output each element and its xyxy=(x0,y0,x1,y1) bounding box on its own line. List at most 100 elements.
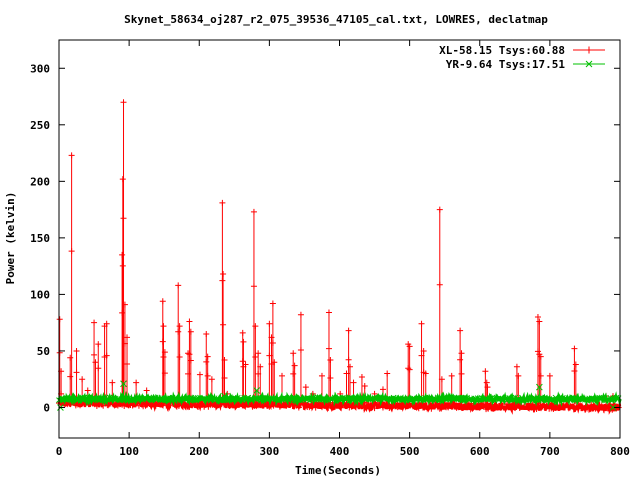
yr-point xyxy=(209,395,216,401)
x-tick-label: 0 xyxy=(56,445,63,458)
yr-point xyxy=(348,396,355,403)
yr-point xyxy=(542,394,548,401)
xl-point xyxy=(186,351,193,358)
yr-point xyxy=(327,396,334,402)
xl-point xyxy=(571,368,578,375)
xl-point xyxy=(67,354,74,361)
xl-point xyxy=(91,351,98,358)
xl-point xyxy=(143,387,150,394)
xl-point xyxy=(79,376,86,383)
x-tick-label: 800 xyxy=(610,445,630,458)
xl-point xyxy=(534,348,541,355)
xl-point xyxy=(546,372,553,379)
yr-point xyxy=(264,395,271,401)
xl-point xyxy=(208,376,215,383)
x-tick-label: 300 xyxy=(259,445,279,458)
xl-point xyxy=(93,402,100,409)
xl-point xyxy=(124,361,131,368)
yr-point xyxy=(117,397,123,404)
xl-point xyxy=(358,373,365,380)
xl-point xyxy=(266,403,273,410)
xl-point xyxy=(221,375,228,382)
yr-point xyxy=(321,396,327,402)
xl-point xyxy=(406,366,413,373)
xl-point xyxy=(571,345,578,352)
xl-point xyxy=(484,384,491,391)
xl-point xyxy=(221,356,228,363)
x-tick-label: 200 xyxy=(189,445,209,458)
yr-point xyxy=(148,395,155,402)
xl-point xyxy=(161,349,168,356)
yr-point xyxy=(567,397,574,404)
xl-point xyxy=(239,358,246,365)
xl-point xyxy=(290,350,297,357)
xl-point xyxy=(537,353,544,360)
xl-point xyxy=(448,372,455,379)
yr-point xyxy=(213,396,220,403)
yr-point xyxy=(399,397,405,403)
xl-point xyxy=(242,361,249,368)
xl-point xyxy=(77,402,84,409)
xl-point xyxy=(220,321,227,328)
xl-point xyxy=(291,362,298,369)
xl-point xyxy=(91,319,98,326)
xl-point xyxy=(325,404,332,411)
xl-point xyxy=(379,386,386,393)
xl-point xyxy=(119,251,126,258)
xl-point xyxy=(269,300,276,307)
xl-point xyxy=(318,372,325,379)
xl-point xyxy=(187,328,194,335)
yr-point xyxy=(462,394,468,401)
xl-point xyxy=(585,46,593,54)
xl-point xyxy=(84,387,91,394)
yr-point xyxy=(592,396,599,402)
xl-point xyxy=(278,372,285,379)
xl-point xyxy=(176,323,183,330)
yr-point xyxy=(453,395,460,401)
xl-point xyxy=(175,328,182,335)
xl-point xyxy=(103,320,110,327)
xl-point xyxy=(598,402,605,409)
xl-point xyxy=(56,316,63,323)
yr-point xyxy=(317,397,323,403)
xl-point xyxy=(325,309,332,316)
yr-point xyxy=(253,387,261,394)
x-tick-label: 600 xyxy=(470,445,490,458)
yr-point xyxy=(613,394,620,401)
xl-point xyxy=(309,390,316,397)
xl-point xyxy=(269,339,276,346)
yr-point xyxy=(603,397,609,404)
yr-point xyxy=(601,394,607,401)
xl-point xyxy=(592,405,599,412)
xl-point xyxy=(133,379,140,386)
xl-point xyxy=(95,365,102,372)
yr-point xyxy=(125,397,132,404)
xl-point xyxy=(68,248,75,255)
xl-point xyxy=(420,347,427,354)
xl-point xyxy=(533,405,540,412)
xl-point xyxy=(302,384,309,391)
xl-point xyxy=(428,405,435,412)
xl-point xyxy=(160,353,167,360)
xl-point xyxy=(68,152,75,159)
yr-point xyxy=(536,383,543,391)
xl-point xyxy=(318,404,325,411)
xl-point xyxy=(270,402,277,409)
xl-point xyxy=(529,401,536,408)
xl-point xyxy=(175,282,182,289)
y-tick-label: 200 xyxy=(30,175,50,188)
xl-point xyxy=(257,363,264,370)
xl-point xyxy=(438,376,445,383)
yr-point xyxy=(413,396,420,403)
xl-point xyxy=(186,318,193,325)
yr-point xyxy=(367,396,374,403)
xl-point xyxy=(187,357,194,364)
yr-point xyxy=(152,394,159,401)
yr-point xyxy=(120,380,127,388)
xl-point xyxy=(119,176,126,183)
y-axis-label: Power (kelvin) xyxy=(4,192,17,285)
xl-point xyxy=(384,370,391,377)
yr-point xyxy=(582,397,588,403)
xl-point xyxy=(109,379,116,386)
